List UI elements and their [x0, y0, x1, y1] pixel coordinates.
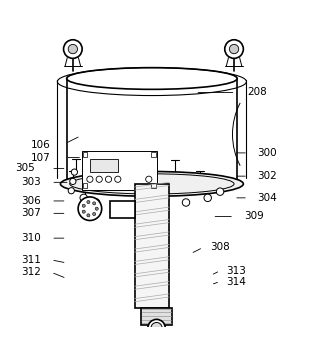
Circle shape [87, 201, 90, 204]
Circle shape [71, 169, 78, 175]
FancyBboxPatch shape [110, 201, 135, 218]
Text: 303: 303 [21, 177, 41, 187]
Circle shape [64, 40, 82, 58]
Text: 302: 302 [257, 171, 277, 181]
Circle shape [115, 176, 121, 182]
Circle shape [95, 207, 98, 210]
Text: 314: 314 [226, 276, 246, 286]
Circle shape [151, 322, 162, 334]
Circle shape [105, 176, 112, 182]
Bar [151, 152, 156, 157]
Text: 309: 309 [244, 211, 264, 222]
Text: 310: 310 [21, 233, 41, 243]
Text: 308: 308 [210, 243, 230, 252]
Circle shape [148, 319, 165, 337]
Circle shape [146, 176, 152, 182]
Text: 307: 307 [21, 208, 41, 218]
FancyBboxPatch shape [90, 159, 118, 172]
Text: 304: 304 [257, 193, 277, 203]
Text: 305: 305 [15, 163, 35, 174]
Bar [135, 184, 169, 308]
Text: 300: 300 [257, 148, 277, 158]
Circle shape [92, 199, 100, 206]
Circle shape [82, 210, 85, 213]
Circle shape [216, 188, 224, 196]
Text: 107: 107 [30, 153, 50, 163]
Text: 312: 312 [21, 267, 41, 277]
FancyBboxPatch shape [82, 151, 157, 190]
Circle shape [182, 199, 190, 206]
Bar [83, 152, 87, 157]
Text: 313: 313 [226, 266, 246, 276]
Circle shape [82, 204, 85, 207]
Circle shape [114, 202, 122, 209]
Circle shape [137, 203, 145, 210]
FancyBboxPatch shape [141, 308, 172, 325]
Circle shape [204, 194, 211, 202]
Bar [151, 183, 156, 188]
Circle shape [229, 44, 239, 54]
Circle shape [161, 202, 168, 209]
Ellipse shape [60, 172, 243, 196]
Circle shape [70, 178, 76, 185]
Circle shape [96, 176, 102, 182]
Circle shape [68, 188, 74, 194]
Text: 306: 306 [21, 196, 41, 206]
Text: 208: 208 [247, 87, 267, 97]
Circle shape [87, 176, 93, 182]
Circle shape [93, 202, 96, 205]
Text: 106: 106 [30, 140, 50, 150]
Text: 311: 311 [21, 255, 41, 265]
Circle shape [93, 212, 96, 216]
Circle shape [80, 194, 87, 202]
Circle shape [225, 40, 243, 58]
Bar [83, 183, 87, 188]
Circle shape [78, 197, 102, 221]
Circle shape [68, 44, 78, 54]
Circle shape [87, 214, 90, 217]
